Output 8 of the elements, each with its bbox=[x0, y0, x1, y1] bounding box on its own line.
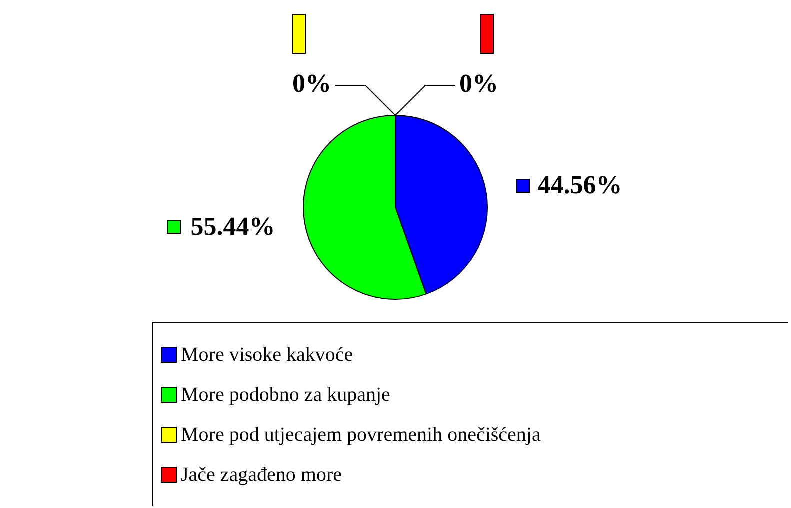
data-label: 44.56% bbox=[538, 170, 622, 200]
legend-label: More pod utjecajem povremenih onečišćenja bbox=[181, 424, 541, 446]
legend-label: More podobno za kupanje bbox=[181, 384, 390, 406]
text: 0% bbox=[292, 69, 332, 98]
text: 0% bbox=[460, 69, 498, 98]
data-label: 55.44% bbox=[190, 212, 276, 241]
legend-label: Jače zagađeno more bbox=[181, 464, 342, 486]
legend-label: More visoke kakvoće bbox=[181, 344, 354, 366]
